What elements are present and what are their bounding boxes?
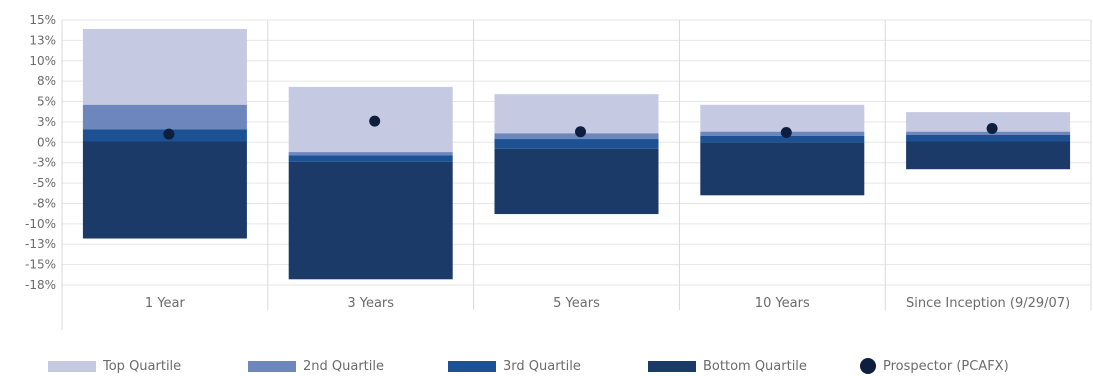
y-axis-tick-labels: 15% 13% 10% 8% 5% 3% 0% -3% -5% -8% -10% -13% -15% -1… (25, 13, 56, 292)
x-axis-category-labels: 1 Year 3 Years 5 Years 10 Years Since Incept… (145, 296, 1070, 311)
y-tick-label: -3% (33, 156, 56, 170)
bar-bottom-quartile-5 (906, 141, 1071, 170)
category-label: 10 Years (755, 296, 810, 311)
legend-item: 3rd Quartile (448, 356, 581, 376)
legend-swatch (48, 360, 96, 372)
bar-2nd-quartile-2 (288, 152, 453, 156)
y-tick-label: 3% (37, 115, 56, 129)
y-tick-label: -5% (33, 176, 56, 190)
bar-2nd-quartile-5 (906, 131, 1071, 135)
category-label: 3 Years (347, 296, 394, 311)
category-label: 1 Year (145, 296, 186, 311)
legend-item: Prospector (PCAFX) (860, 356, 1009, 376)
prospector-marker-2 (369, 115, 381, 127)
bar-bottom-quartile-4 (700, 142, 865, 196)
legend-marker-dot (860, 358, 876, 374)
category-label: Since Inception (9/29/07) (906, 296, 1070, 311)
legend-swatch (648, 360, 696, 372)
bar-top-quartile-4 (700, 104, 865, 132)
legend-item: Bottom Quartile (648, 356, 807, 376)
y-tick-label: -15% (25, 258, 56, 272)
legend-label: 3rd Quartile (503, 358, 581, 374)
bar-3rd-quartile-2 (288, 155, 453, 162)
prospector-marker-1 (163, 128, 175, 140)
bars (82, 28, 1071, 280)
legend-item: Top Quartile (48, 356, 181, 376)
bar-2nd-quartile-1 (82, 104, 247, 130)
legend-label: 2nd Quartile (303, 358, 384, 374)
prospector-marker-3 (575, 126, 586, 138)
markers (163, 115, 998, 140)
y-tick-label: -13% (25, 237, 56, 251)
legend-swatch (448, 360, 496, 372)
bar-top-quartile-3 (494, 94, 659, 134)
bar-bottom-quartile-2 (288, 161, 453, 280)
legend-item: 2nd Quartile (248, 356, 384, 376)
prospector-marker-5 (986, 122, 998, 134)
legend-label: Bottom Quartile (703, 358, 807, 374)
bar-3rd-quartile-3 (494, 139, 659, 149)
legend-label: Prospector (PCAFX) (883, 358, 1009, 374)
y-tick-label: 15% (29, 13, 56, 27)
bar-3rd-quartile-4 (700, 135, 865, 143)
y-tick-label: 5% (37, 95, 56, 109)
y-tick-label: -8% (33, 196, 56, 210)
y-tick-label: 8% (37, 74, 56, 88)
y-tick-label: 10% (29, 54, 56, 68)
y-tick-label: -18% (25, 278, 56, 292)
legend-label: Top Quartile (103, 358, 182, 374)
bar-3rd-quartile-5 (906, 134, 1071, 142)
legend-swatch (248, 360, 296, 372)
bar-top-quartile-5 (906, 112, 1071, 132)
bar-top-quartile-1 (82, 28, 247, 105)
y-tick-label: -10% (25, 217, 56, 231)
y-tick-label: 0% (37, 135, 56, 149)
y-tick-label: 13% (29, 33, 56, 47)
legend: Top Quartile 2nd Quartile 3rd Quartile Bott… (48, 356, 1088, 376)
quartile-chart: 15% 13% 10% 8% 5% 3% 0% -3% -5% -8% -10% -13% -15% -1… (25, 13, 1092, 330)
bar-bottom-quartile-1 (82, 141, 247, 239)
axes (61, 20, 1092, 330)
bar-2nd-quartile-3 (494, 133, 659, 140)
category-label: 5 Years (553, 296, 600, 311)
prospector-marker-4 (780, 127, 792, 139)
bar-bottom-quartile-3 (494, 148, 659, 215)
